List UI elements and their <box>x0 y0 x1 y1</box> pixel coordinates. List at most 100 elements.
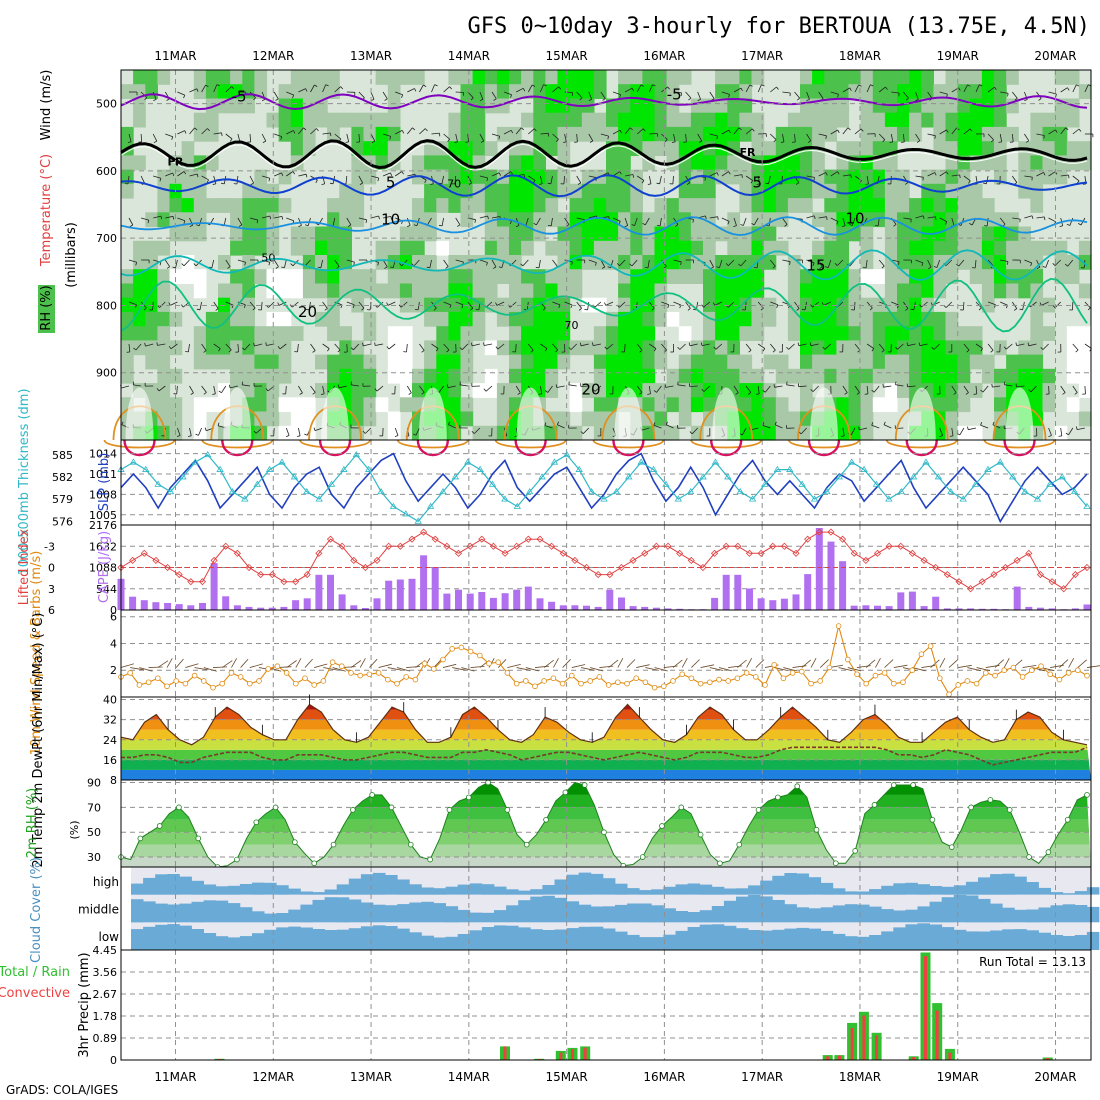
upper-wind-barb <box>612 129 621 135</box>
upper-wind-barb <box>431 343 439 349</box>
rh-cell <box>302 226 316 242</box>
cape-bar <box>618 597 625 610</box>
upper-wind-barb-flag <box>865 183 869 185</box>
upper-wind-barb <box>128 301 137 306</box>
upper-wind-barb-flag <box>253 97 256 101</box>
upper-wind-barb <box>563 175 565 185</box>
cloud-cell <box>530 889 543 895</box>
cloud-cell <box>155 924 168 950</box>
rh-cell <box>593 326 607 341</box>
rh-cell <box>569 283 583 299</box>
upper-wind-barb-flag <box>256 219 259 224</box>
rh-cell <box>884 84 898 99</box>
upper-wind-barb-flag <box>241 381 243 385</box>
rh-cell <box>448 269 462 284</box>
upper-wind-barb-flag <box>212 393 216 395</box>
rh-cell <box>1066 326 1080 341</box>
rh-cell <box>642 98 656 114</box>
rh-cell <box>763 425 777 441</box>
rh-marker <box>833 860 839 867</box>
upper-wind-barb-flag <box>362 342 364 346</box>
upper-wind-barb-flag <box>931 346 935 350</box>
upper-wind-barb <box>939 91 948 95</box>
surface-wind-barb <box>1068 658 1075 668</box>
rh-cell <box>945 141 959 156</box>
rh-cell <box>666 141 680 156</box>
upper-wind-barb-flag <box>1075 349 1079 353</box>
precip-convective-bar <box>935 1010 939 1060</box>
upper-wind-barb <box>153 215 162 219</box>
cloud-cell <box>675 884 688 895</box>
upper-wind-barb-flag <box>692 219 694 223</box>
rh-cell <box>121 155 134 171</box>
upper-wind-barb <box>685 133 687 143</box>
upper-wind-barb-flag <box>1038 98 1042 101</box>
upper-wind-barb-flag <box>377 177 380 182</box>
wind-marker <box>394 680 400 687</box>
rh-cell <box>921 84 934 99</box>
upper-wind-barb <box>830 217 839 222</box>
cape-bar <box>420 555 428 610</box>
thickness-marker <box>377 487 385 495</box>
upper-wind-barb <box>733 127 740 135</box>
thickness-tick: 579 <box>52 493 73 506</box>
upper-wind-barb <box>128 259 137 263</box>
upper-wind-barb-flag <box>904 182 909 185</box>
upper-wind-barb <box>830 91 839 95</box>
surface-warm-core <box>809 387 838 440</box>
surface-wind-barb <box>249 663 263 668</box>
cloud-cell <box>469 912 483 923</box>
rh-cell <box>606 340 619 356</box>
rh-cell <box>884 70 898 85</box>
rh-cell <box>509 269 522 284</box>
cloud-cell <box>869 889 882 895</box>
rh-cell <box>266 112 280 128</box>
rh-cell <box>230 70 243 85</box>
rh-cell <box>751 411 765 427</box>
surface-wind-barb <box>507 664 521 668</box>
upper-wind-barb <box>915 259 924 264</box>
rh-cell <box>630 198 643 213</box>
upper-wind-barb-flag <box>705 215 707 220</box>
surface-wind-barb <box>875 658 881 668</box>
rh-cell <box>569 269 583 284</box>
rh-cell <box>606 326 619 341</box>
rh-cell <box>606 183 619 199</box>
cloud-cell <box>433 937 446 950</box>
rh-cell <box>169 269 183 284</box>
lifted-marker <box>641 549 649 557</box>
upper-wind-barb-flag <box>772 265 776 269</box>
upper-wind-barb <box>441 175 444 184</box>
upper-wind-barb-flag <box>760 307 764 311</box>
upper-wind-barb-flag <box>347 224 352 227</box>
rh-cell <box>739 112 753 128</box>
rh-cell <box>703 354 716 370</box>
thickness-marker <box>278 458 286 465</box>
rh-cell <box>703 183 716 199</box>
legend-rh-swatch <box>38 285 55 333</box>
cloud-cell <box>723 900 737 923</box>
cloud-cell <box>542 895 555 923</box>
surface-wind-barb <box>369 658 378 668</box>
rh-cell <box>618 212 631 228</box>
cape-bar <box>850 605 858 610</box>
upper-wind-barb-flag <box>813 215 816 220</box>
rh-cell <box>860 425 874 441</box>
rh-cell <box>484 169 498 185</box>
upper-wind-barb <box>515 343 517 353</box>
rh-cell <box>193 226 207 242</box>
upper-wind-barb-flag <box>604 346 608 350</box>
rh-cell <box>642 383 656 398</box>
rh-cell <box>666 255 680 270</box>
upper-wind-barb-flag <box>520 263 524 267</box>
cloud-cell <box>276 913 289 923</box>
upper-wind-barb <box>1036 133 1045 136</box>
rh-cell <box>909 112 922 128</box>
rh-cell <box>218 340 231 356</box>
upper-wind-barb-flag <box>425 128 428 132</box>
upper-wind-barb-flag <box>1007 261 1009 265</box>
upper-wind-barb-flag <box>423 84 427 87</box>
precip-convective-bar <box>862 1015 866 1060</box>
rh-cell <box>812 368 825 384</box>
rh-cell <box>254 70 268 85</box>
